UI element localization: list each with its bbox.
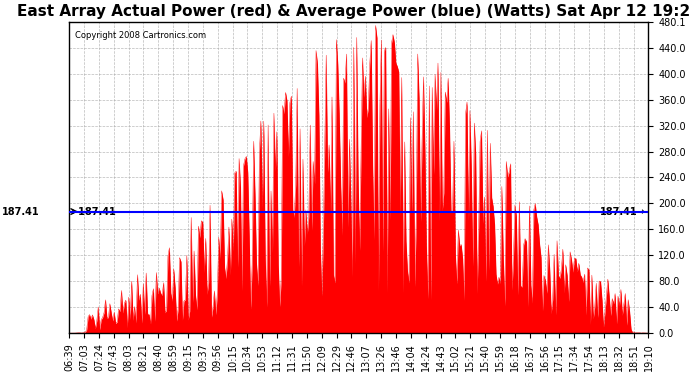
Title: East Array Actual Power (red) & Average Power (blue) (Watts) Sat Apr 12 19:21: East Array Actual Power (red) & Average …: [17, 4, 690, 19]
Text: 187.41: 187.41: [2, 207, 39, 216]
Text: Copyright 2008 Cartronics.com: Copyright 2008 Cartronics.com: [75, 31, 206, 40]
Text: 187.41→: 187.41→: [600, 207, 646, 216]
Text: ←187.41: ←187.41: [70, 207, 116, 216]
